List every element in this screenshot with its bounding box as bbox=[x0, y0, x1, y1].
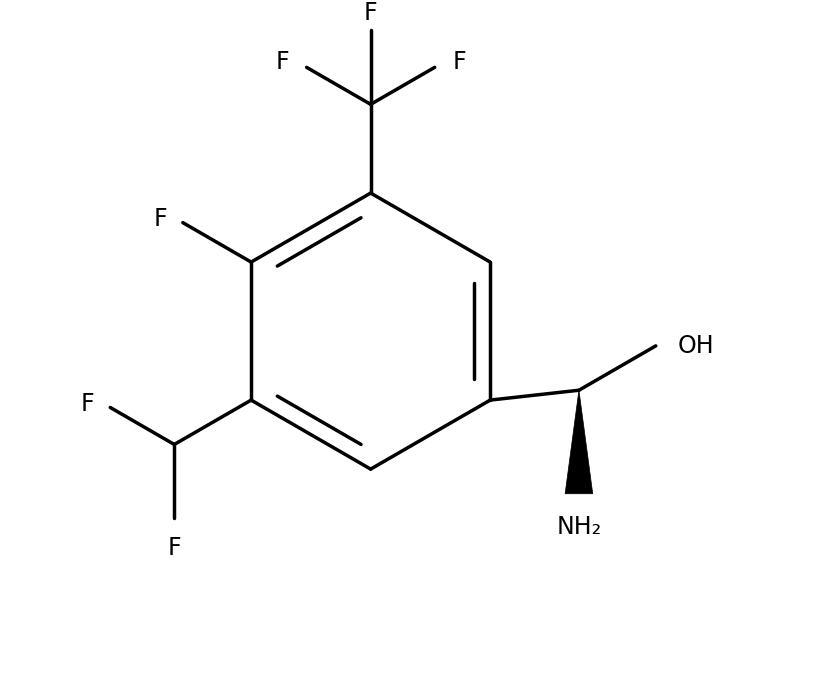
Text: F: F bbox=[168, 536, 181, 560]
Text: F: F bbox=[153, 206, 167, 230]
Text: F: F bbox=[452, 51, 466, 75]
Text: F: F bbox=[275, 51, 289, 75]
Polygon shape bbox=[565, 390, 593, 494]
Text: F: F bbox=[81, 392, 94, 416]
Text: OH: OH bbox=[677, 334, 714, 358]
Text: NH₂: NH₂ bbox=[556, 515, 601, 539]
Text: F: F bbox=[364, 1, 378, 25]
